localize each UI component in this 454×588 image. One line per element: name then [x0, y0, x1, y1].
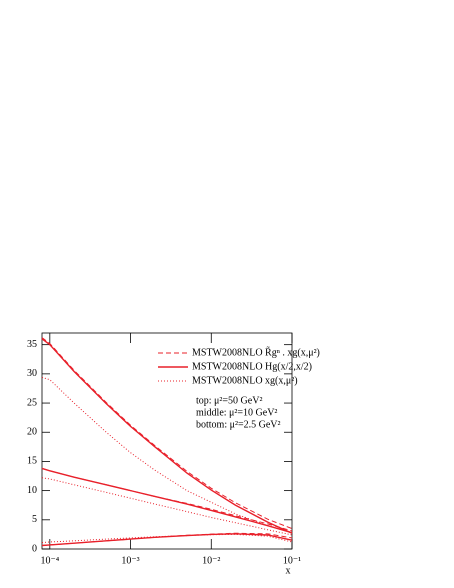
x-tick-label: 10⁻⁴ [40, 555, 59, 566]
legend-label: MSTW2008NLO xg(x,μ²) [192, 375, 298, 386]
curve [41, 533, 293, 547]
y-tick-label: 25 [27, 397, 37, 408]
legend-label: MSTW2008NLO Hg(x/2,x/2) [192, 361, 312, 372]
curve [41, 376, 293, 534]
y-tick-label: 20 [27, 427, 37, 438]
annotation: bottom: μ²=2.5 GeV² [196, 419, 281, 430]
legend-label: MSTW2008NLO R̃gⁿ . xg(x,μ²) [192, 345, 320, 358]
y-tick-label: 5 [32, 514, 37, 525]
curve [41, 533, 293, 544]
curve [41, 467, 293, 534]
y-tick-label: 35 [27, 339, 37, 350]
y-tick-label: 15 [27, 456, 37, 467]
x-axis-label: x [286, 565, 291, 576]
y-tick-label: 30 [27, 368, 37, 379]
y-tick-label: 10 [27, 485, 37, 496]
y-tick-label: 0 [32, 543, 37, 554]
curve [41, 338, 293, 534]
x-tick-label: 10⁻³ [121, 555, 139, 566]
annotation: top: μ²=50 GeV² [196, 395, 262, 406]
x-tick-label: 10⁻¹ [283, 555, 301, 566]
annotation: middle: μ²=10 GeV² [196, 407, 277, 418]
curve [41, 477, 293, 536]
curve [41, 337, 293, 530]
plot-frame [41, 332, 293, 550]
x-tick-label: 10⁻² [202, 555, 220, 566]
